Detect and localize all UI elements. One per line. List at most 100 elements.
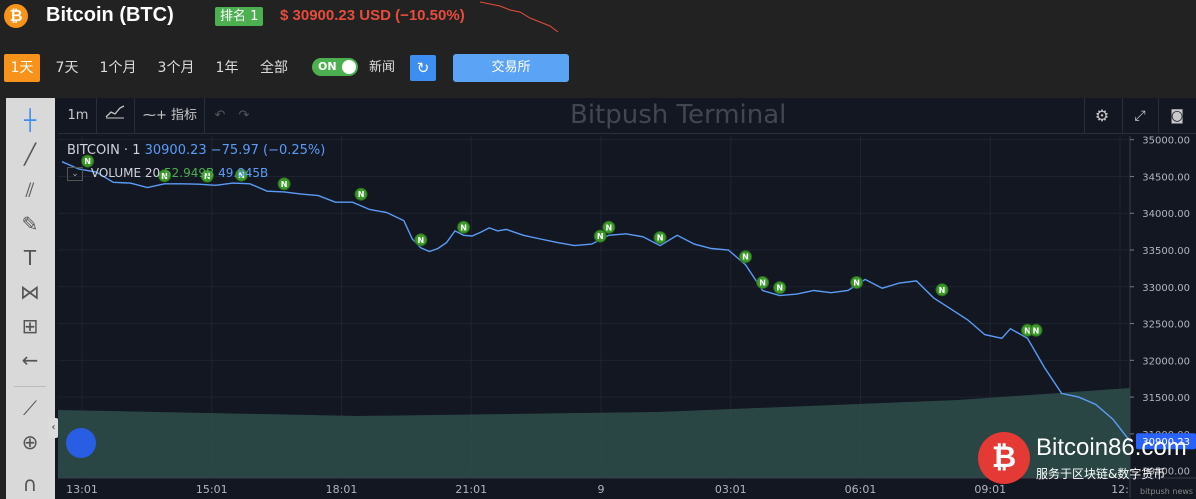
back-arrow-icon[interactable]: ←: [21, 348, 39, 372]
y-tick-label: 34500.00: [1142, 172, 1190, 183]
chart-type-icon[interactable]: [100, 98, 130, 134]
news-marker: [457, 220, 471, 234]
sparkline: [480, 1, 559, 33]
news-marker-label: N: [1024, 326, 1031, 335]
news-label: 新闻: [369, 60, 396, 75]
news-marker-label: N: [238, 171, 245, 180]
news-marker: [593, 229, 607, 243]
toggle-knob: [342, 60, 356, 74]
crosshair-icon[interactable]: ┼: [23, 108, 37, 132]
coin-title: Bitcoin (BTC): [46, 4, 174, 26]
volume-value-1: 52.949B: [164, 166, 215, 180]
last-price-label: 30900.23: [1142, 437, 1190, 448]
settings-icon[interactable]: ⚙: [1094, 106, 1110, 125]
news-marker-label: N: [1033, 326, 1040, 335]
chart-legend-volume: ⌄ VOLUME 20 52.949B 49.845B: [67, 166, 268, 181]
bitcoin-icon: ₿: [4, 4, 28, 28]
fib-icon[interactable]: ⫽: [25, 178, 35, 202]
indicators-icon: ⁓+: [142, 108, 167, 123]
measure-icon[interactable]: ⊞: [21, 314, 39, 338]
brand-slogan: 服务于区块链&数字货币: [1036, 467, 1166, 481]
tf-3m[interactable]: 3个月: [157, 60, 195, 76]
pattern-icon[interactable]: ⋈: [20, 280, 40, 304]
exchange-button[interactable]: 交易所: [453, 54, 569, 82]
redo-icon[interactable]: ↷: [238, 108, 250, 123]
divider: [96, 98, 97, 134]
bitpush-mark: bitpush news: [1140, 487, 1194, 496]
news-marker: [756, 275, 770, 289]
news-marker: [277, 177, 291, 191]
x-tick-label: 09:01: [974, 483, 1006, 496]
x-tick-label: 15:01: [196, 483, 228, 496]
y-tick-label: 32500.00: [1142, 320, 1190, 331]
symbol-label: BITCOIN · 1: [67, 143, 141, 158]
y-tick-label: 34000.00: [1142, 209, 1190, 220]
magnet-icon[interactable]: ∩: [22, 472, 38, 496]
news-marker: [739, 250, 753, 264]
news-marker: [354, 187, 368, 201]
indicators-button[interactable]: ⁓+ 指标: [140, 98, 200, 134]
news-marker: [200, 169, 214, 183]
y-tick-label: 33500.00: [1142, 246, 1190, 257]
refresh-icon[interactable]: ↻: [410, 55, 436, 81]
news-marker-label: N: [161, 172, 168, 181]
news-marker-label: N: [460, 223, 467, 232]
interval-button[interactable]: 1m: [67, 108, 89, 123]
last-price-badge: [1136, 433, 1196, 450]
news-toggle[interactable]: ON: [312, 58, 358, 76]
news-marker-label: N: [939, 286, 946, 295]
news-marker-label: N: [358, 190, 365, 199]
news-marker: [653, 231, 667, 245]
tf-7d[interactable]: 7天: [55, 60, 79, 76]
tradingview-logo-icon[interactable]: [66, 428, 96, 458]
undo-icon[interactable]: ↶: [214, 108, 226, 123]
chevron-down-icon[interactable]: ⌄: [67, 166, 83, 181]
bitcoin86-logo-icon: ₿: [978, 432, 1030, 484]
news-marker-label: N: [84, 157, 91, 166]
news-marker-label: N: [657, 234, 664, 243]
legend-values: 30900.23 −75.97 (−0.25%): [144, 143, 326, 158]
news-marker: [81, 154, 95, 168]
x-tick-label: 12:: [1111, 483, 1129, 496]
volume-area: [58, 388, 1130, 478]
news-marker: [158, 169, 172, 183]
divider: [1158, 98, 1159, 134]
x-tick-label: 03:01: [715, 483, 747, 496]
divider: [14, 386, 46, 387]
brush-icon[interactable]: ✎: [21, 212, 39, 236]
news-marker-label: N: [853, 278, 860, 287]
price-line: [61, 161, 1131, 442]
drawing-toolbar: ┼ ╱ ⫽ ✎ T ⋈ ⊞ ← ⟋ ⊕ ∩: [6, 98, 55, 499]
x-tick-label: 18:01: [326, 483, 358, 496]
camera-icon[interactable]: ◙: [1170, 108, 1184, 124]
news-marker-label: N: [759, 278, 766, 287]
collapse-toolbar-icon[interactable]: ‹: [49, 418, 58, 438]
trend-line-icon[interactable]: ╱: [23, 142, 37, 166]
ruler-icon[interactable]: ⟋: [23, 396, 37, 420]
news-marker: [935, 283, 949, 297]
y-tick-label: 31500.00: [1142, 393, 1190, 404]
news-marker-label: N: [742, 253, 749, 262]
chart-legend-price: BITCOIN · 1 30900.23 −75.97 (−0.25%): [67, 143, 325, 158]
x-tick-label: 21:01: [455, 483, 487, 496]
tf-1m[interactable]: 1个月: [99, 60, 137, 76]
y-tick-label: 35000.00: [1142, 136, 1190, 147]
news-marker: [773, 281, 787, 295]
x-tick-label: 9: [598, 483, 605, 496]
tf-1d[interactable]: 1天: [4, 54, 40, 82]
zoom-in-icon[interactable]: ⊕: [21, 430, 39, 454]
indicators-label: 指标: [171, 108, 198, 123]
y-tick-label: 32000.00: [1142, 356, 1190, 367]
fullscreen-icon[interactable]: ⤢: [1134, 108, 1146, 124]
chart-top-toolbar: 1m ⁓+ 指标 ↶ ↷ ⚙ ⤢ ◙: [58, 98, 1196, 134]
news-marker: [414, 233, 428, 247]
tf-1y[interactable]: 1年: [215, 60, 239, 76]
rank-badge: 排名 1: [215, 7, 264, 26]
y-tick-label: 30500.00: [1142, 467, 1190, 478]
text-icon[interactable]: T: [23, 246, 37, 270]
news-marker-label: N: [776, 284, 783, 293]
tf-all[interactable]: 全部: [260, 60, 288, 76]
price-text: $ 30900.23 USD (−10.50%): [280, 7, 465, 24]
news-marker-label: N: [204, 172, 211, 181]
